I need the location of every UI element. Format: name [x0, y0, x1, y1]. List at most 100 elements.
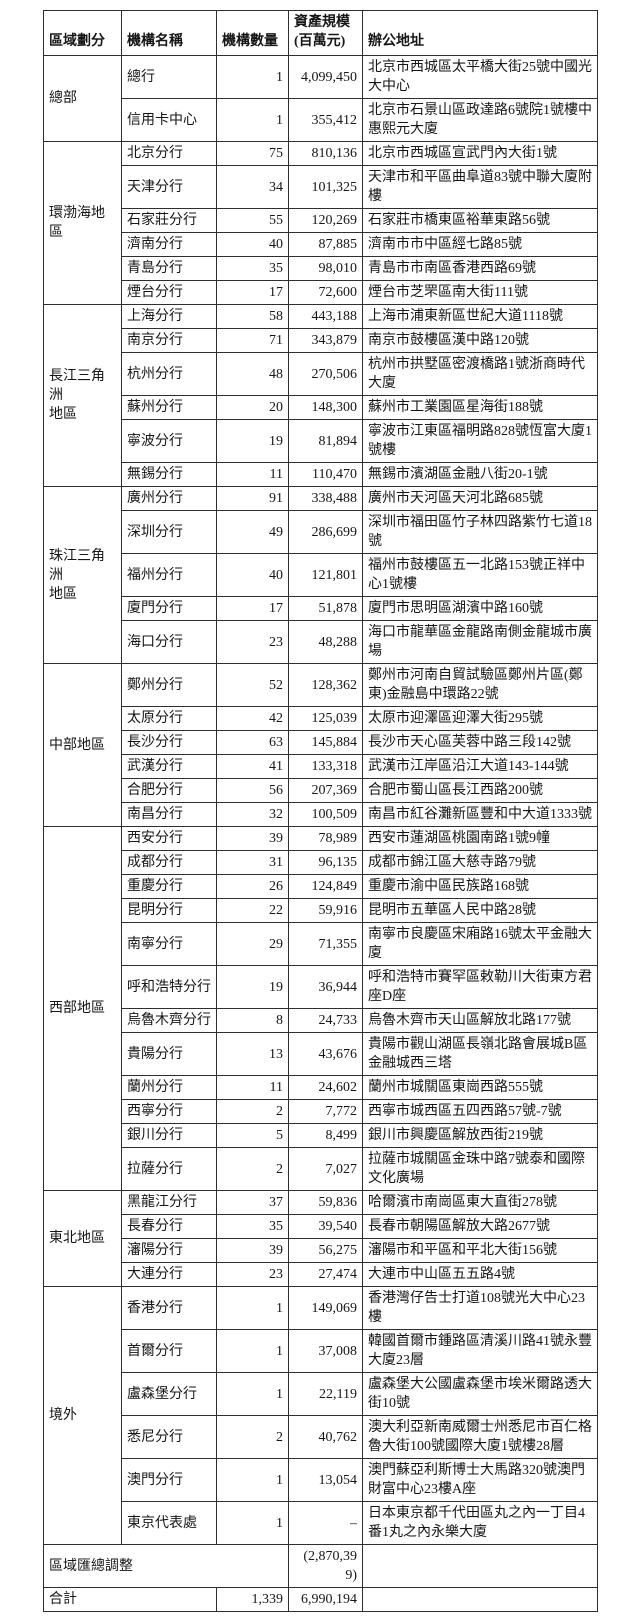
total-address-cell: [362, 1587, 598, 1612]
institution-count-cell: 42: [216, 706, 289, 731]
office-address-cell: 青島市市南區香港西路69號: [362, 256, 598, 281]
table-row: 武漢分行 41 133,318 武漢市江岸區沿江大道143-144號: [44, 754, 598, 779]
branch-name-cell: 無錫分行: [121, 462, 217, 487]
branch-name-cell: 總行: [121, 55, 217, 99]
table-row: 大連分行 23 27,474 大連市中山區五五路4號: [44, 1262, 598, 1287]
region-cell: 長江三角洲 地區: [43, 304, 122, 487]
table-row: 南寧分行 29 71,355 南寧市良慶區宋廂路16號太平金融大廈: [44, 922, 598, 966]
region-cell: 總部: [43, 55, 122, 142]
office-address-cell: 北京市西城區太平橋大街25號中國光大中心: [362, 55, 598, 99]
branch-name-cell: 呼和浩特分行: [121, 965, 217, 1009]
asset-scale-cell: 56,275: [288, 1238, 363, 1263]
asset-scale-cell: 133,318: [288, 754, 363, 779]
table-body: 總部 總行 1 4,099,450 北京市西城區太平橋大街25號中國光大中心 信用卡中心 1…: [43, 55, 598, 1612]
branch-name-cell: 南京分行: [121, 328, 217, 353]
branch-name-cell: 長春分行: [121, 1214, 217, 1239]
adjustment-asset-cell: (2,870,399): [288, 1544, 363, 1588]
table-row: 長沙分行 63 145,884 長沙市天心區芙蓉中路三段142號: [44, 730, 598, 755]
region-cell: 西部地區: [43, 826, 122, 1191]
branch-name-cell: 鄭州分行: [121, 663, 217, 707]
office-address-cell: 瀋陽市和平區和平北大街156號: [362, 1238, 598, 1263]
office-address-cell: 南寧市良慶區宋廂路16號太平金融大廈: [362, 922, 598, 966]
header-row: 區域劃分 機構名稱 機構數量 資產規模 (百萬元) 辦公地址: [43, 10, 598, 56]
table-row: 境外 香港分行 1 149,069 香港灣仔告士打道108號光大中心23樓: [43, 1286, 598, 1545]
table-row: 長江三角洲 地區 上海分行 58 443,188 上海市浦東新區世紀大道1118號: [43, 304, 598, 487]
office-address-cell: 無錫市濱湖區金融八街20-1號: [362, 462, 598, 487]
header-region: 區域劃分: [43, 10, 122, 56]
office-address-cell: 銀川市興慶區解放西街219號: [362, 1123, 598, 1148]
branch-name-cell: 寧波分行: [121, 419, 217, 463]
institution-count-cell: 22: [216, 898, 289, 923]
office-address-cell: 南昌市紅谷灘新區豐和中大道1333號: [362, 802, 598, 827]
institution-count-cell: 17: [216, 280, 289, 305]
asset-scale-cell: 125,039: [288, 706, 363, 731]
office-address-cell: 拉薩市城關區金珠中路7號泰和國際文化廣場: [362, 1147, 598, 1191]
region-cell: 珠江三角洲 地區: [43, 486, 122, 664]
total-count-cell: 1,339: [216, 1587, 289, 1612]
institution-count-cell: 31: [216, 850, 289, 875]
table-row: 中部地區 鄭州分行 52 128,362 鄭州市河南自貿試驗區鄭州片區(鄭東)金融島中環…: [43, 663, 598, 827]
office-address-cell: 日本東京都千代田區丸之內一丁目4番1丸之內永樂大廈: [362, 1501, 598, 1545]
branch-name-cell: 長沙分行: [121, 730, 217, 755]
header-institution-name: 機構名稱: [121, 10, 217, 56]
office-address-cell: 長春市朝陽區解放大路2677號: [362, 1214, 598, 1239]
table-row: 無錫分行 11 110,470 無錫市濱湖區金融八街20-1號: [44, 462, 598, 487]
asset-scale-cell: 36,944: [288, 965, 363, 1009]
asset-scale-cell: 43,676: [288, 1032, 363, 1076]
table-row: 廈門分行 17 51,878 廈門市思明區湖濱中路160號: [44, 596, 598, 621]
table-row: 福州分行 40 121,801 福州市鼓樓區五一北路153號正祥中心1號樓: [44, 553, 598, 597]
asset-scale-cell: 51,878: [288, 596, 363, 621]
institution-count-cell: 39: [216, 1238, 289, 1263]
table-row: 南京分行 71 343,879 南京市鼓樓區漢中路120號: [44, 328, 598, 353]
institution-count-cell: 1: [216, 1372, 289, 1416]
branch-name-cell: 廣州分行: [121, 486, 217, 511]
branch-name-cell: 成都分行: [121, 850, 217, 875]
institution-count-cell: 71: [216, 328, 289, 353]
branch-name-cell: 瀋陽分行: [121, 1238, 217, 1263]
table-row: 長春分行 35 39,540 長春市朝陽區解放大路2677號: [44, 1214, 598, 1239]
institution-count-cell: 55: [216, 208, 289, 233]
office-address-cell: 澳門蘇亞利斯博士大馬路320號澳門財富中心23樓A座: [362, 1458, 598, 1502]
institution-count-cell: 34: [216, 165, 289, 209]
total-label-cell: 合計: [43, 1587, 217, 1612]
asset-scale-cell: 71,355: [288, 922, 363, 966]
institution-count-cell: 2: [216, 1099, 289, 1124]
institution-count-cell: 11: [216, 462, 289, 487]
table-row: 總部 總行 1 4,099,450 北京市西城區太平橋大街25號中國光大中心: [43, 55, 598, 142]
asset-scale-cell: 207,369: [288, 778, 363, 803]
branch-name-cell: 首爾分行: [121, 1329, 217, 1373]
table-row: 蘇州分行 20 148,300 蘇州市工業園區星海街188號: [44, 395, 598, 420]
office-address-cell: 香港灣仔告士打道108號光大中心23樓: [362, 1286, 598, 1330]
institution-count-cell: 5: [216, 1123, 289, 1148]
office-address-cell: 武漢市江岸區沿江大道143-144號: [362, 754, 598, 779]
office-address-cell: 上海市浦東新區世紀大道1118號: [362, 304, 598, 329]
branch-network-table: 區域劃分 機構名稱 機構數量 資產規模 (百萬元) 辦公地址 總部 總行 1 4,09…: [43, 10, 598, 1612]
branch-name-cell: 蘭州分行: [121, 1075, 217, 1100]
institution-count-cell: 32: [216, 802, 289, 827]
branch-name-cell: 貴陽分行: [121, 1032, 217, 1076]
table-row: 重慶分行 26 124,849 重慶市渝中區民族路168號: [44, 874, 598, 899]
institution-count-cell: 29: [216, 922, 289, 966]
branch-name-cell: 海口分行: [121, 620, 217, 664]
table-row: 首爾分行 1 37,008 韓國首爾市鍾路區清溪川路41號永豐大廈23層: [44, 1329, 598, 1373]
header-office-address: 辦公地址: [362, 10, 598, 56]
branch-name-cell: 南昌分行: [121, 802, 217, 827]
table-row: 東京代表處 1– 日本東京都千代田區丸之內一丁目4番1丸之內永樂大廈: [44, 1501, 598, 1545]
office-address-cell: 廣州市天河區天河北路685號: [362, 486, 598, 511]
asset-scale-cell: 443,188: [288, 304, 363, 329]
adjustment-label-cell: 區域匯總調整: [43, 1544, 289, 1588]
total-asset-cell: 6,990,194: [288, 1587, 363, 1612]
institution-count-cell: 17: [216, 596, 289, 621]
asset-scale-cell: 59,916: [288, 898, 363, 923]
table-row: 拉薩分行 2 7,027 拉薩市城關區金珠中路7號泰和國際文化廣場: [44, 1147, 598, 1191]
office-address-cell: 西安市蓮湖區桃園南路1號9幢: [362, 826, 598, 851]
adjustment-row: 區域匯總調整 (2,870,399): [43, 1544, 598, 1588]
institution-count-cell: 63: [216, 730, 289, 755]
branch-name-cell: 北京分行: [121, 141, 217, 166]
branch-name-cell: 悉尼分行: [121, 1415, 217, 1459]
institution-count-cell: 23: [216, 620, 289, 664]
institution-count-cell: 37: [216, 1190, 289, 1215]
table-row: 呼和浩特分行 19 36,944 呼和浩特市賽罕區敕勒川大街東方君座D座: [44, 965, 598, 1009]
branch-name-cell: 重慶分行: [121, 874, 217, 899]
institution-count-cell: 20: [216, 395, 289, 420]
